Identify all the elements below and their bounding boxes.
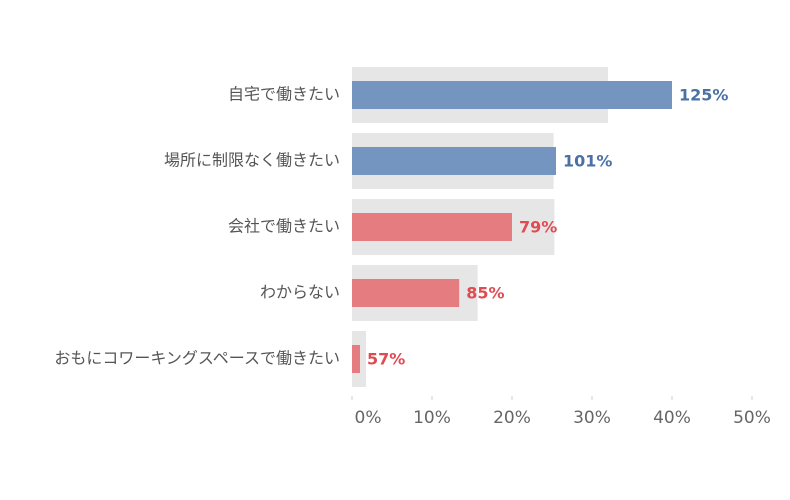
value-label: 57% xyxy=(367,350,405,369)
value-label: 125% xyxy=(679,86,728,105)
category-label: わからない xyxy=(260,283,340,302)
x-tick-label: 0% xyxy=(355,408,382,428)
x-tick-label: 10% xyxy=(413,408,451,428)
x-tick-label: 40% xyxy=(653,408,691,428)
category-label: 自宅で働きたい xyxy=(228,85,340,104)
value-bar xyxy=(352,81,672,109)
x-tick-label: 20% xyxy=(493,408,531,428)
category-label: おもにコワーキングスペースで働きたい xyxy=(54,349,340,368)
x-tick-label: 50% xyxy=(733,408,771,428)
value-bar xyxy=(352,345,360,373)
value-bar xyxy=(352,279,460,307)
value-label: 101% xyxy=(563,152,612,171)
value-label: 85% xyxy=(466,284,504,303)
category-label: 場所に制限なく働きたい xyxy=(164,151,340,170)
value-bar xyxy=(352,213,512,241)
value-label: 79% xyxy=(519,218,557,237)
category-label: 会社で働きたい xyxy=(228,217,340,236)
value-bar xyxy=(352,147,556,175)
x-tick-label: 30% xyxy=(573,408,611,428)
